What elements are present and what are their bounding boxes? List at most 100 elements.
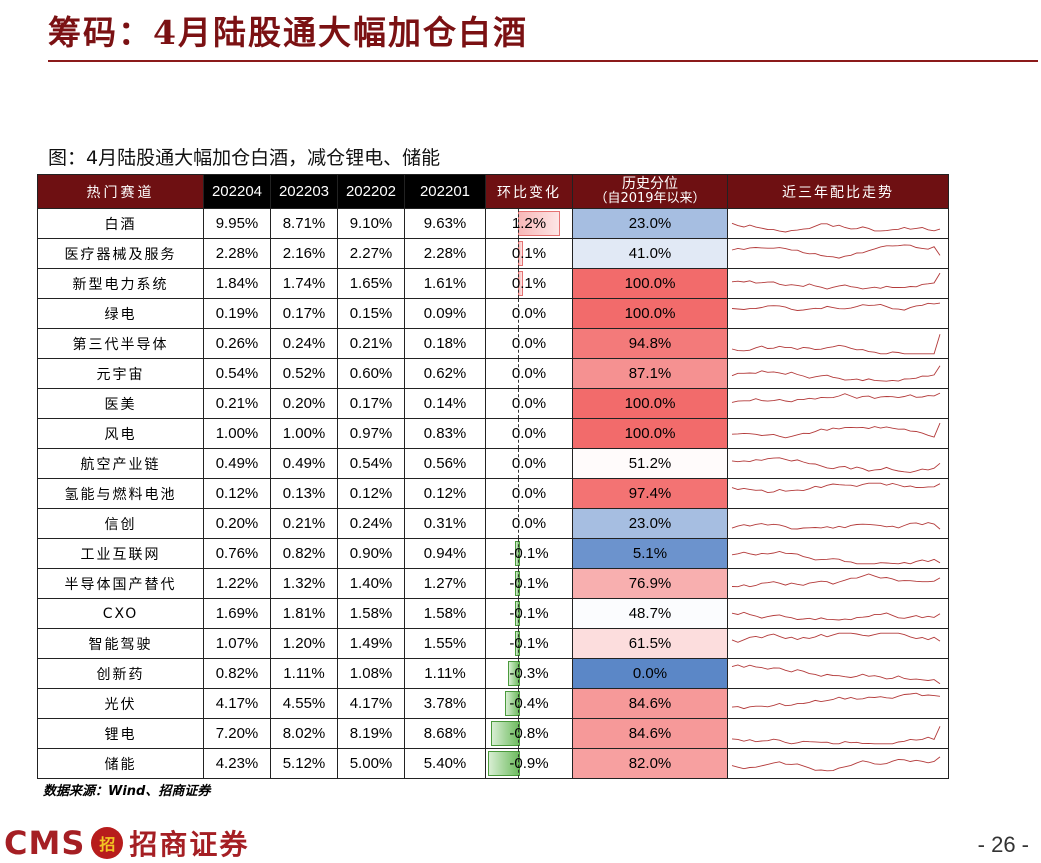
month-value: 5.40% bbox=[404, 748, 486, 779]
change-value: 0.0% bbox=[511, 485, 547, 502]
sparkline-path bbox=[731, 522, 941, 530]
month-value: 0.82% bbox=[270, 538, 338, 569]
table-row: 风电 1.00% 1.00% 0.97% 0.83% 0.0% 100.0% bbox=[37, 418, 949, 449]
change-cell: 0.0% bbox=[485, 508, 573, 539]
trend-sparkline bbox=[731, 334, 941, 355]
change-value: -0.9% bbox=[509, 755, 549, 772]
change-value: -0.4% bbox=[509, 695, 549, 712]
sector-name: 氢能与燃料电池 bbox=[37, 478, 204, 509]
month-value: 5.00% bbox=[337, 748, 405, 779]
month-value: 0.94% bbox=[404, 538, 486, 569]
sparkline-path bbox=[731, 365, 941, 382]
trend-sparkline bbox=[731, 222, 941, 233]
change-value: 0.0% bbox=[511, 395, 547, 412]
trend-sparkline bbox=[731, 244, 941, 259]
trend-sparkline-cell bbox=[727, 388, 949, 419]
month-value: 1.58% bbox=[337, 598, 405, 629]
trend-sparkline-cell bbox=[727, 298, 949, 329]
month-value: 1.32% bbox=[270, 568, 338, 599]
change-bar bbox=[504, 691, 520, 716]
trend-sparkline-cell bbox=[727, 538, 949, 569]
month-value: 1.40% bbox=[337, 568, 405, 599]
sector-name: 储能 bbox=[37, 748, 204, 779]
sparkline-path bbox=[731, 422, 941, 439]
change-axis bbox=[518, 509, 519, 538]
change-value: -0.1% bbox=[509, 635, 549, 652]
trend-sparkline-cell bbox=[727, 478, 949, 509]
month-value: 0.24% bbox=[337, 508, 405, 539]
trend-sparkline bbox=[731, 392, 941, 403]
month-value: 0.14% bbox=[404, 388, 486, 419]
sector-name: 工业互联网 bbox=[37, 538, 204, 569]
month-value: 1.00% bbox=[203, 418, 271, 449]
trend-sparkline-cell bbox=[727, 208, 949, 239]
table-row: 智能驾驶 1.07% 1.20% 1.49% 1.55% -0.1% 61.5% bbox=[37, 628, 949, 659]
month-value: 1.49% bbox=[337, 628, 405, 659]
change-bar bbox=[514, 601, 520, 626]
percentile-cell: 84.6% bbox=[572, 688, 728, 719]
change-value: -0.1% bbox=[509, 605, 549, 622]
table-row: 新型电力系统 1.84% 1.74% 1.65% 1.61% 0.1% 100.0% bbox=[37, 268, 949, 299]
change-axis bbox=[518, 209, 519, 238]
month-value: 0.09% bbox=[404, 298, 486, 329]
month-value: 4.17% bbox=[203, 688, 271, 719]
month-value: 0.19% bbox=[203, 298, 271, 329]
header-month-1: 202204 bbox=[203, 174, 271, 209]
table-row: 第三代半导体 0.26% 0.24% 0.21% 0.18% 0.0% 94.8% bbox=[37, 328, 949, 359]
trend-sparkline-cell bbox=[727, 628, 949, 659]
month-value: 1.65% bbox=[337, 268, 405, 299]
month-value: 0.20% bbox=[270, 388, 338, 419]
change-bar bbox=[514, 571, 520, 596]
change-axis bbox=[518, 299, 519, 328]
sector-name: 航空产业链 bbox=[37, 448, 204, 479]
month-value: 0.21% bbox=[337, 328, 405, 359]
month-value: 0.56% bbox=[404, 448, 486, 479]
table-row: CXO 1.69% 1.81% 1.58% 1.58% -0.1% 48.7% bbox=[37, 598, 949, 629]
table-row: 创新药 0.82% 1.11% 1.08% 1.11% -0.3% 0.0% bbox=[37, 658, 949, 689]
sparkline-path bbox=[731, 551, 941, 565]
month-value: 0.60% bbox=[337, 358, 405, 389]
change-axis bbox=[518, 449, 519, 478]
month-value: 5.12% bbox=[270, 748, 338, 779]
header-trend: 近三年配比走势 bbox=[727, 174, 949, 209]
trend-sparkline-cell bbox=[727, 658, 949, 689]
month-value: 0.49% bbox=[270, 448, 338, 479]
month-value: 4.23% bbox=[203, 748, 271, 779]
company-logo: CMS 招 招商证券 bbox=[4, 823, 249, 863]
trend-sparkline-cell bbox=[727, 598, 949, 629]
month-value: 2.27% bbox=[337, 238, 405, 269]
change-axis bbox=[518, 539, 519, 568]
change-cell: -0.1% bbox=[485, 568, 573, 599]
change-value: -0.1% bbox=[509, 575, 549, 592]
change-axis bbox=[518, 269, 519, 298]
table-row: 光伏 4.17% 4.55% 4.17% 3.78% -0.4% 84.6% bbox=[37, 688, 949, 719]
change-value: 0.0% bbox=[511, 335, 547, 352]
month-value: 1.22% bbox=[203, 568, 271, 599]
trend-sparkline bbox=[731, 756, 941, 772]
change-value: 0.0% bbox=[511, 455, 547, 472]
change-cell: 0.0% bbox=[485, 388, 573, 419]
month-value: 1.00% bbox=[270, 418, 338, 449]
percentile-cell: 23.0% bbox=[572, 208, 728, 239]
percentile-cell: 84.6% bbox=[572, 718, 728, 749]
table-body: 白酒 9.95% 8.71% 9.10% 9.63% 1.2% 23.0% 医疗器械及服务 2.… bbox=[37, 208, 949, 779]
trend-sparkline bbox=[731, 422, 941, 439]
month-value: 1.11% bbox=[404, 658, 486, 689]
sector-name: 半导体国产替代 bbox=[37, 568, 204, 599]
month-value: 1.81% bbox=[270, 598, 338, 629]
sparkline-path bbox=[731, 756, 941, 772]
data-source: 数据来源：Wind、招商证券 bbox=[43, 784, 211, 799]
change-value: 0.0% bbox=[511, 425, 547, 442]
table-row: 工业互联网 0.76% 0.82% 0.90% 0.94% -0.1% 5.1% bbox=[37, 538, 949, 569]
month-value: 0.31% bbox=[404, 508, 486, 539]
header-month-3: 202202 bbox=[337, 174, 405, 209]
sector-name: 元宇宙 bbox=[37, 358, 204, 389]
change-cell: -0.9% bbox=[485, 748, 573, 779]
percentile-cell: 48.7% bbox=[572, 598, 728, 629]
sparkline-path bbox=[731, 726, 941, 745]
sector-name: 医美 bbox=[37, 388, 204, 419]
change-axis bbox=[518, 389, 519, 418]
percentile-cell: 87.1% bbox=[572, 358, 728, 389]
sector-name: CXO bbox=[37, 598, 204, 629]
month-value: 0.62% bbox=[404, 358, 486, 389]
